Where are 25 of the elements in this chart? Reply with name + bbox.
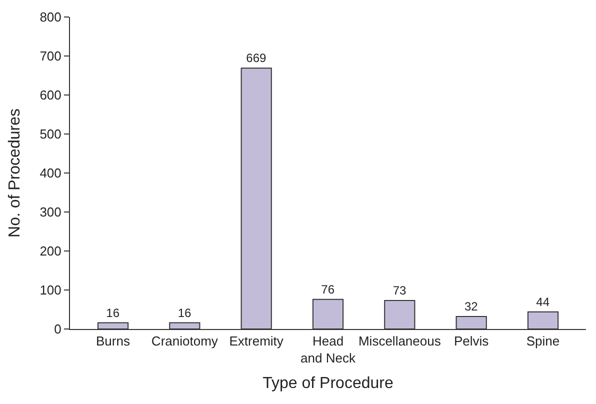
x-axis-title: Type of Procedure [262,375,394,392]
data-label: 16 [106,306,120,320]
y-tick-label: 800 [40,10,62,25]
data-label: 32 [464,300,478,314]
data-label: 669 [246,51,267,66]
data-label: 76 [321,282,335,296]
y-tick-label: 700 [40,48,62,64]
y-tick-label: 100 [40,282,62,298]
y-tick-label: 300 [40,204,62,220]
x-tick-label: Spine [526,334,560,349]
data-label: 44 [536,294,550,309]
data-label: 73 [392,284,407,298]
y-axis-title: No. of Procedures [6,108,24,238]
y-tick-label: 400 [40,166,62,181]
x-tick-label: Miscellaneous [358,334,442,349]
y-tick-label: 500 [40,126,62,142]
x-tick-label: Head and Neck [300,334,356,366]
y-tick-label: 0 [54,322,62,337]
data-label: 16 [178,306,192,320]
x-tick-label: Craniotomy [151,334,218,349]
y-tick-label: 600 [40,88,62,103]
x-tick-label: Extremity [229,334,284,349]
x-tick-label: Burns [96,334,130,349]
y-tick-label: 200 [40,244,62,259]
x-tick-label: Pelvis [454,334,490,349]
